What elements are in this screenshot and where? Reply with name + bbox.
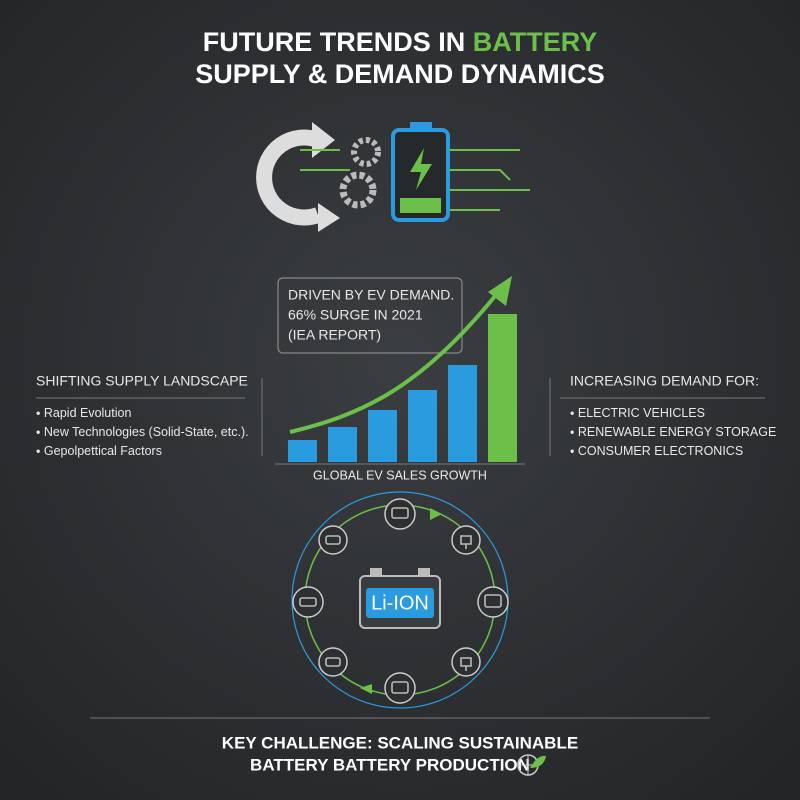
panel-heading: SHIFTING SUPPLY LANDSCAPE	[36, 373, 248, 389]
bar	[328, 427, 357, 462]
panel-heading: INCREASING DEMAND FOR:	[570, 373, 759, 389]
callout: DRIVEN BY EV DEMAND. 66% SURGE IN 2021 (…	[277, 277, 463, 354]
list-item: • Gepolpettical Factors	[36, 444, 162, 458]
bar-chart	[288, 276, 517, 462]
callout-line: (IEA REPORT)	[288, 327, 381, 343]
cycle-diagram: Li-ION	[291, 491, 509, 709]
bar	[448, 365, 477, 462]
trend-arrow-head	[488, 276, 512, 306]
bar	[488, 314, 517, 462]
callout-line: DRIVEN BY EV DEMAND.	[288, 287, 454, 303]
bar	[368, 410, 397, 462]
title-line2: SUPPLY & DEMAND DYNAMICS	[195, 59, 605, 89]
globe-icon	[517, 754, 546, 776]
list-item: • Rapid Evolution	[36, 406, 131, 420]
list-item: • CONSUMER ELECTRONICS	[570, 444, 743, 458]
trend-arrow	[289, 288, 502, 434]
hero-icon	[256, 122, 530, 232]
callout-line: 66% SURGE IN 2021	[288, 307, 423, 323]
list-item: • RENEWABLE ENERGY STORAGE	[570, 425, 776, 439]
supply-panel: SHIFTING SUPPLY LANDSCAPE • Rapid Evolut…	[36, 373, 249, 458]
chart-label: GLOBAL EV SALES GROWTH	[313, 468, 487, 482]
list-item: • ELECTRIC VEHICLES	[570, 406, 705, 420]
footer-line: KEY CHALLENGE: SCALING SUSTAINABLE	[222, 733, 578, 752]
cycle-center-label: Li-ION	[371, 592, 429, 614]
demand-panel: INCREASING DEMAND FOR: • ELECTRIC VEHICL…	[560, 373, 776, 458]
bar	[408, 390, 437, 462]
footer-line: BATTERY BATTERY PRODUCTION	[250, 755, 530, 774]
bar	[288, 440, 317, 462]
list-item: • New Technologies (Solid-State, etc.).	[36, 425, 249, 439]
title: FUTURE TRENDS IN BATTERY	[203, 27, 598, 57]
